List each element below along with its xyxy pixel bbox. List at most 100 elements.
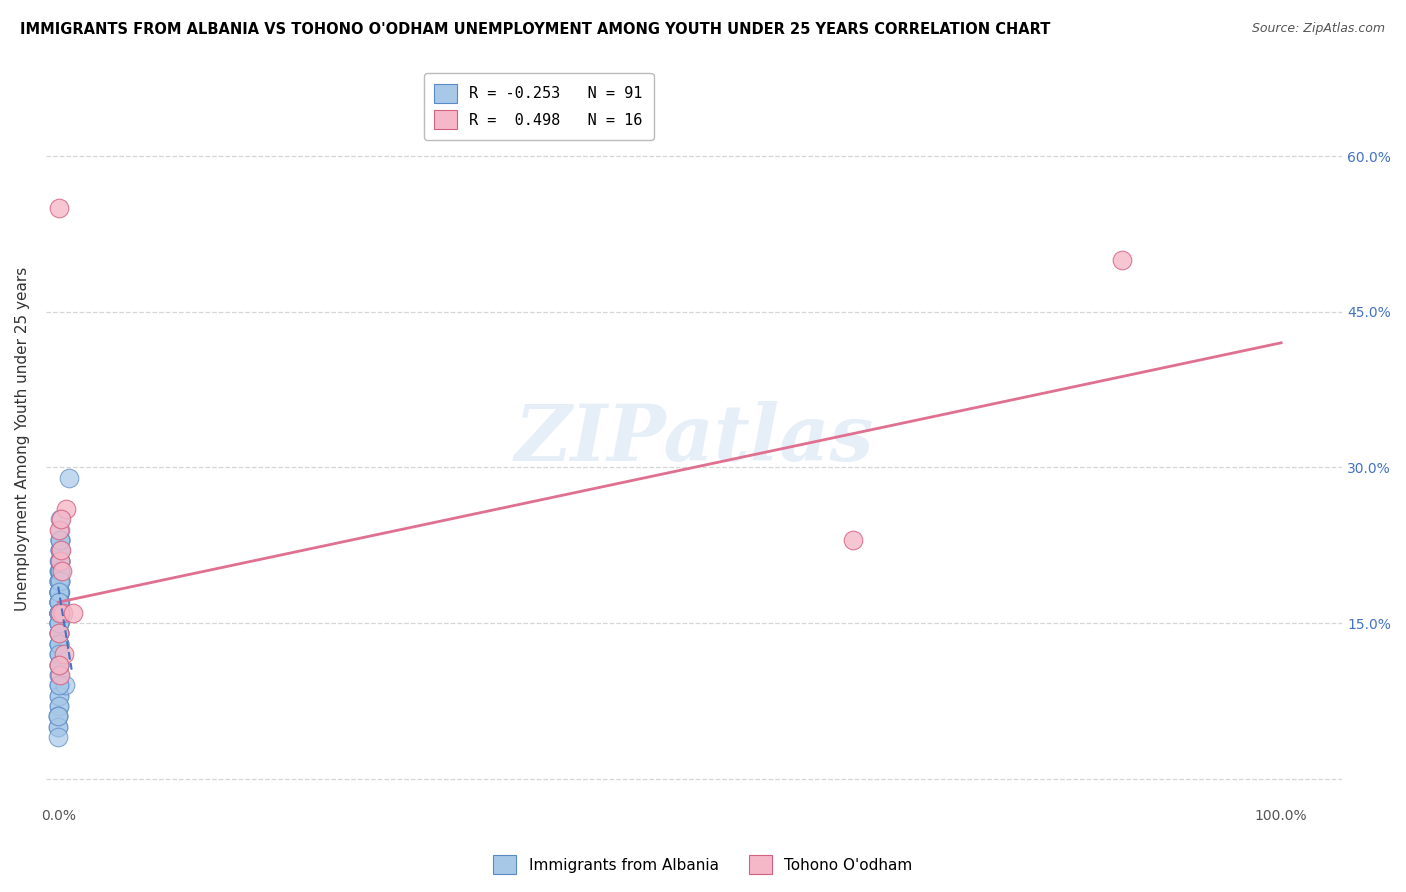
Point — [49, 543, 72, 558]
Point — [58, 471, 80, 485]
Point — [49, 533, 72, 547]
Point — [48, 606, 70, 620]
Point — [48, 543, 70, 558]
Point — [48, 699, 70, 714]
Point — [52, 606, 75, 620]
Point — [48, 606, 70, 620]
Point — [48, 574, 70, 589]
Point — [842, 533, 865, 547]
Point — [48, 637, 70, 651]
Point — [48, 657, 70, 672]
Point — [48, 699, 70, 714]
Point — [48, 615, 70, 630]
Text: IMMIGRANTS FROM ALBANIA VS TOHONO O'ODHAM UNEMPLOYMENT AMONG YOUTH UNDER 25 YEAR: IMMIGRANTS FROM ALBANIA VS TOHONO O'ODHA… — [20, 22, 1050, 37]
Point — [48, 564, 70, 578]
Point — [48, 615, 70, 630]
Point — [48, 523, 70, 537]
Point — [48, 595, 70, 609]
Point — [48, 709, 70, 723]
Point — [48, 637, 70, 651]
Point — [48, 554, 70, 568]
Point — [48, 626, 70, 640]
Point — [48, 564, 70, 578]
Point — [48, 647, 70, 661]
Point — [48, 574, 70, 589]
Point — [48, 585, 70, 599]
Point — [53, 647, 76, 661]
Point — [48, 585, 70, 599]
Point — [48, 606, 70, 620]
Point — [48, 615, 70, 630]
Point — [62, 606, 84, 620]
Point — [48, 595, 70, 609]
Point — [48, 585, 70, 599]
Point — [48, 595, 70, 609]
Point — [48, 626, 70, 640]
Point — [48, 678, 70, 692]
Point — [48, 554, 70, 568]
Point — [48, 657, 70, 672]
Point — [49, 533, 72, 547]
Point — [48, 574, 70, 589]
Legend: Immigrants from Albania, Tohono O'odham: Immigrants from Albania, Tohono O'odham — [488, 849, 918, 880]
Point — [48, 606, 70, 620]
Point — [48, 595, 70, 609]
Point — [49, 554, 72, 568]
Point — [48, 201, 70, 215]
Point — [48, 564, 70, 578]
Point — [48, 574, 70, 589]
Text: Source: ZipAtlas.com: Source: ZipAtlas.com — [1251, 22, 1385, 36]
Point — [48, 543, 70, 558]
Point — [48, 626, 70, 640]
Point — [48, 626, 70, 640]
Point — [48, 595, 70, 609]
Point — [49, 512, 72, 526]
Point — [49, 543, 72, 558]
Point — [48, 720, 70, 734]
Point — [46, 730, 69, 744]
Point — [48, 615, 70, 630]
Point — [53, 678, 76, 692]
Point — [48, 668, 70, 682]
Point — [49, 564, 72, 578]
Point — [48, 606, 70, 620]
Point — [55, 501, 77, 516]
Point — [48, 647, 70, 661]
Point — [48, 637, 70, 651]
Point — [1111, 252, 1133, 267]
Point — [48, 709, 70, 723]
Text: ZIPatlas: ZIPatlas — [515, 401, 873, 477]
Point — [48, 678, 70, 692]
Point — [48, 709, 70, 723]
Point — [48, 615, 70, 630]
Point — [48, 657, 70, 672]
Point — [48, 606, 70, 620]
Y-axis label: Unemployment Among Youth under 25 years: Unemployment Among Youth under 25 years — [15, 267, 30, 611]
Point — [46, 720, 69, 734]
Point — [48, 626, 70, 640]
Point — [48, 585, 70, 599]
Point — [48, 606, 70, 620]
Point — [49, 554, 72, 568]
Point — [48, 668, 70, 682]
Point — [49, 523, 72, 537]
Point — [48, 554, 70, 568]
Point — [49, 574, 72, 589]
Point — [48, 678, 70, 692]
Point — [51, 564, 73, 578]
Point — [48, 595, 70, 609]
Point — [48, 689, 70, 703]
Point — [48, 533, 70, 547]
Point — [48, 606, 70, 620]
Point — [48, 574, 70, 589]
Point — [48, 564, 70, 578]
Point — [48, 657, 70, 672]
Point — [48, 637, 70, 651]
Point — [49, 533, 72, 547]
Point — [48, 543, 70, 558]
Point — [48, 585, 70, 599]
Point — [48, 564, 70, 578]
Legend: R = -0.253   N = 91, R =  0.498   N = 16: R = -0.253 N = 91, R = 0.498 N = 16 — [423, 73, 654, 140]
Point — [49, 554, 72, 568]
Point — [51, 512, 73, 526]
